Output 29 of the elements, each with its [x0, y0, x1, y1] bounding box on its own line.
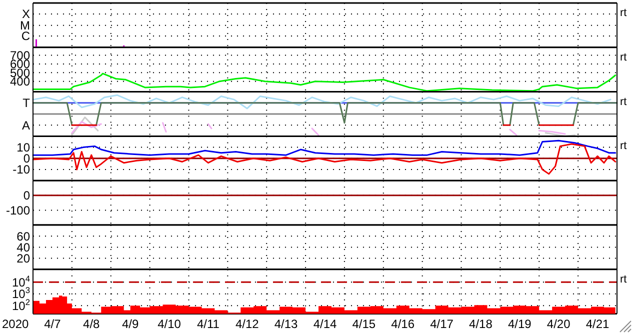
ref-line-label: T — [22, 96, 31, 110]
ref-line-label: X — [22, 7, 30, 22]
text: rt — [620, 140, 627, 152]
x-tick-label: 4/14 — [313, 316, 337, 331]
x-axis-title: 2020 — [2, 316, 30, 331]
x-tick-label: 4/9 — [122, 316, 139, 331]
x-tick-label: 4/13 — [274, 316, 298, 331]
text: rt — [620, 7, 627, 19]
ref-line-label: A — [22, 118, 30, 132]
x-tick-label: 4/15 — [352, 316, 376, 331]
x-tick-label: 4/17 — [430, 316, 454, 331]
x-tick-label: 4/11 — [196, 316, 220, 331]
y-tick-label: 10 — [16, 140, 30, 154]
y-tick-label: 0 — [23, 188, 30, 203]
x-tick-label: 4/8 — [83, 316, 100, 331]
y-tick-label: 20 — [16, 252, 30, 266]
x-tick-label: 4/12 — [235, 316, 260, 331]
text: rt — [620, 51, 627, 64]
x-tick-label: 4/18 — [469, 316, 493, 331]
text: rt — [620, 273, 627, 286]
x-tick-label: 4/19 — [508, 316, 532, 331]
x-tick-label: 4/16 — [391, 316, 415, 331]
text: rt — [620, 96, 627, 108]
x-tick-label: 4/20 — [546, 316, 571, 331]
x-tick-label: 4/7 — [44, 316, 62, 331]
y-tick-label: -100 — [6, 203, 30, 218]
y-tick-label: 10$^{2}$ — [12, 296, 30, 313]
x-tick-label: 4/10 — [158, 316, 182, 331]
x-tick-label: 4/21 — [586, 316, 610, 331]
